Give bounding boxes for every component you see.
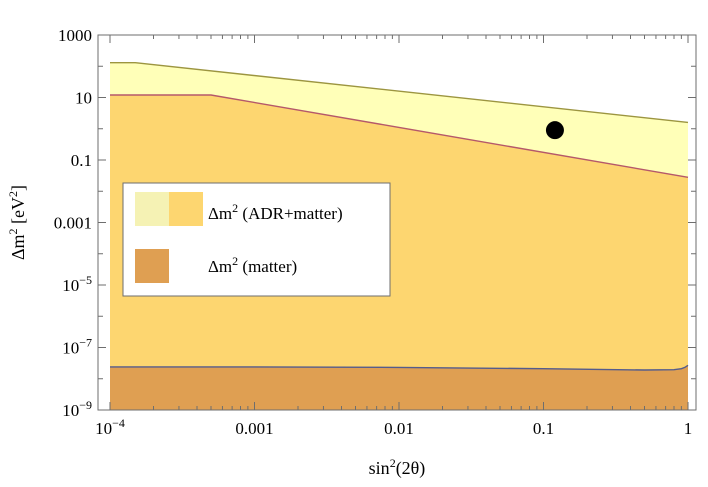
area-matter-band [110,365,688,410]
legend-swatch [169,192,203,226]
plot-areas [110,62,689,410]
x-tick-label: 0.1 [533,419,554,438]
x-tick-label: 10−4 [95,416,125,438]
legend-label: Δm2 (matter) [208,254,297,276]
data-points [545,121,564,140]
x-tick-label: 0.01 [384,419,414,438]
y-tick-label: 10 [75,89,92,108]
boundary-outer-band [110,62,689,124]
y-tick-label: 0.001 [54,214,92,233]
legend-swatch [135,192,169,226]
boundary-matter-band [110,364,689,371]
legend: Δm2 (ADR+matter) Δm2 (matter) [122,182,391,297]
legend-label: Δm2 (ADR+matter) [208,201,343,223]
y-tick-labels: 10−9 10−7 10−5 0.001 0.1 10 1000 [54,26,92,420]
x-tick-label: 0.001 [235,419,273,438]
boundary-inner-band [110,94,689,178]
legend-swatch [135,249,169,283]
data-point [545,121,564,140]
x-tick-labels: 10−4 0.001 0.01 0.1 1 [95,416,692,438]
y-tick-label: 0.1 [71,151,92,170]
x-tick-label: 1 [684,419,693,438]
y-axis-label: Δm2 [eV2] [6,185,28,260]
y-tick-label: 1000 [58,26,92,45]
plot-frame [97,34,697,411]
y-tick-label: 10−9 [62,398,92,420]
y-tick-label: 10−5 [62,273,92,295]
x-axis-label: sin2(2θ) [369,456,426,479]
area-inner-band [110,95,688,410]
y-tick-label: 10−7 [62,336,92,358]
